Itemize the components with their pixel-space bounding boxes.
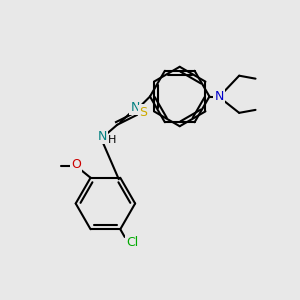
- Text: N: N: [214, 90, 224, 103]
- Text: H: H: [140, 105, 148, 115]
- Text: N: N: [130, 101, 140, 114]
- Text: O: O: [71, 158, 81, 171]
- Text: N: N: [98, 130, 107, 143]
- Text: H: H: [108, 136, 116, 146]
- Text: S: S: [140, 106, 148, 119]
- Text: Cl: Cl: [126, 236, 138, 248]
